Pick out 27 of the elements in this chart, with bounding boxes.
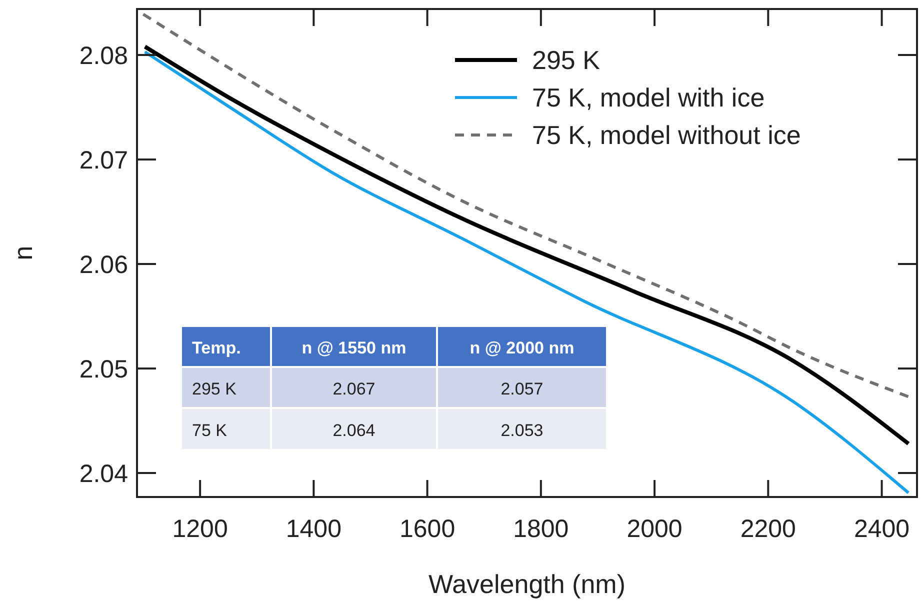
annotation: n @ 2000 nm — [470, 338, 574, 358]
y-tick-label: 2.05 — [79, 355, 128, 384]
annotation: 2.067 — [332, 380, 376, 398]
x-tick-label: 1400 — [286, 515, 342, 543]
x-tick-label: 1800 — [513, 515, 569, 543]
y-axis-title: n — [8, 246, 38, 260]
x-tick-label: 2400 — [854, 515, 910, 543]
annotation: 75 K — [192, 421, 228, 440]
legend-label: 75 K, model with ice — [532, 82, 765, 112]
x-tick-label: 2200 — [740, 515, 796, 543]
x-tick-label: 1200 — [172, 515, 228, 543]
annotation: 295 K — [192, 380, 238, 398]
x-tick-label: 1600 — [399, 515, 456, 543]
annotation: 2.057 — [500, 380, 544, 398]
y-tick-label: 2.04 — [79, 460, 128, 488]
x-tick-label: 2000 — [626, 515, 682, 543]
annotation: n @ 1550 nm — [302, 338, 406, 358]
annotation: 2.053 — [500, 421, 544, 440]
annotation: Temp. — [192, 338, 241, 358]
y-tick-label: 2.07 — [79, 146, 128, 174]
y-tick-label: 2.06 — [79, 250, 128, 279]
annotation: 2.064 — [332, 421, 376, 440]
line-series — [142, 12, 910, 398]
legend-label: 295 K — [532, 45, 601, 75]
x-axis-title: Wavelength (nm) — [428, 569, 626, 599]
legend-label: 75 K, model without ice — [532, 120, 801, 150]
y-tick-label: 2.08 — [79, 42, 128, 70]
